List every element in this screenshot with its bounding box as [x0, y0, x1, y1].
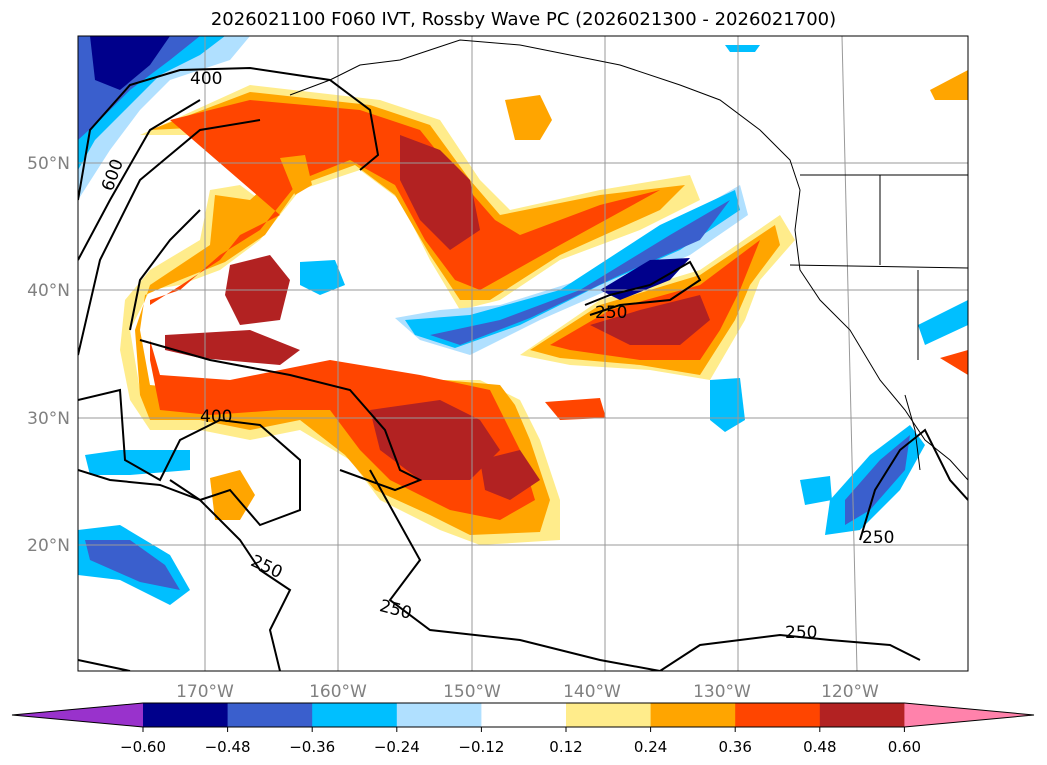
lon-labels: 170°W 160°W 150°W 140°W 130°W 120°W: [176, 682, 879, 702]
colorbar-extend-min: [12, 703, 143, 727]
colorbar-segment: [735, 703, 821, 727]
map-area: 400 600 400 250 250 250 250 250: [78, 36, 968, 671]
lon-label: 170°W: [176, 682, 234, 702]
lat-label: 20°N: [27, 536, 70, 556]
colorbar-segment: [481, 703, 567, 727]
lat-label: 30°N: [27, 409, 70, 429]
contours: [78, 66, 968, 671]
negative-anomaly-nw: [78, 36, 250, 200]
lon-label: 130°W: [693, 682, 751, 702]
colorbar-tick-label: −0.12: [458, 738, 504, 756]
colorbar-tick-label: 0.60: [888, 738, 921, 756]
colorbar-segment: [819, 703, 905, 727]
contour-label: 250: [595, 303, 627, 323]
contour-label: 400: [200, 407, 232, 427]
contour-label: 250: [785, 623, 817, 643]
lon-label: 160°W: [309, 682, 367, 702]
colorbar-segment: [650, 703, 736, 727]
colorbar-tick-label: 0.48: [803, 738, 836, 756]
gridlines: [78, 36, 968, 671]
colorbar-tick-label: 0.36: [718, 738, 751, 756]
lat-labels: 50°N 40°N 30°N 20°N: [27, 154, 70, 556]
colorbar-tick-label: −0.60: [120, 738, 166, 756]
coastlines: [289, 39, 968, 481]
colorbar-segment: [312, 703, 398, 727]
colorbar-segment: [566, 703, 652, 727]
colorbar: −0.60 −0.48 −0.36 −0.24 −0.12 0.12 0.24 0.36 0.4…: [11, 702, 1035, 756]
colorbar-segment: [143, 703, 229, 727]
colorbar-tick-label: −0.48: [205, 738, 251, 756]
lat-label: 40°N: [27, 281, 70, 301]
lon-label: 140°W: [563, 682, 621, 702]
colorbar-tick-label: 0.24: [634, 738, 667, 756]
colorbar-segment: [227, 703, 313, 727]
lon-label: 150°W: [443, 682, 501, 702]
contour-label: 400: [190, 69, 222, 89]
lon-label: 120°W: [821, 682, 879, 702]
contour-label: 250: [862, 528, 894, 548]
colorbar-tick-label: −0.36: [289, 738, 335, 756]
colorbar-tick-label: −0.24: [374, 738, 420, 756]
lat-label: 50°N: [27, 154, 70, 174]
chart-title: 2026021100 F060 IVT, Rossby Wave PC (202…: [210, 9, 837, 30]
colorbar-extend-max: [904, 703, 1034, 727]
colorbar-tick-label: 0.12: [549, 738, 582, 756]
map-frame: [77, 35, 969, 672]
colorbar-segment: [396, 703, 482, 727]
